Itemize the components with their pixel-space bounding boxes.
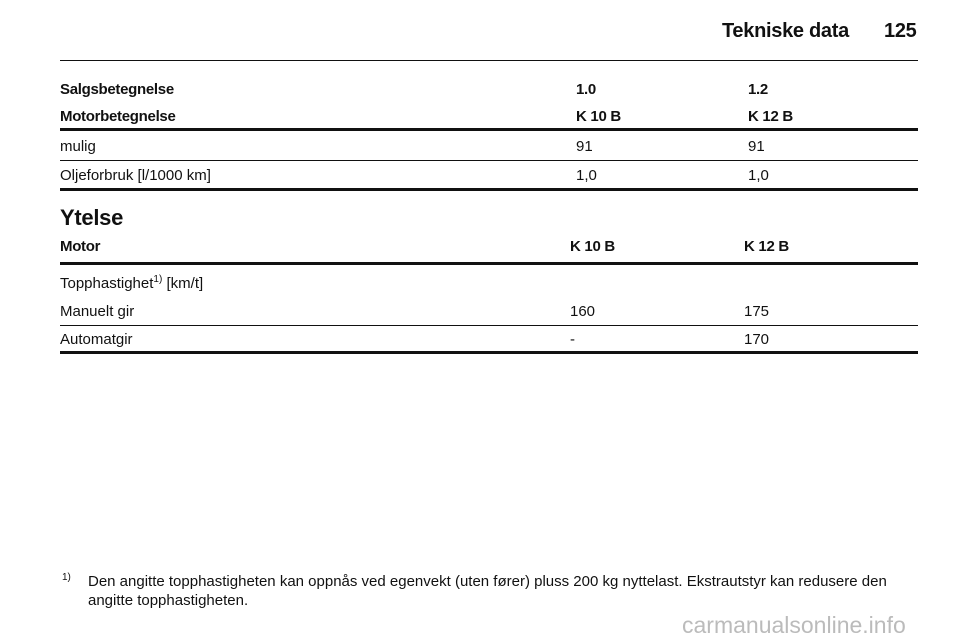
cell: K 10 B [576, 108, 621, 125]
cell: 1,0 [748, 167, 769, 184]
cell: Salgsbetegnelse [60, 81, 174, 98]
cell: K 12 B [744, 238, 789, 255]
cell: 175 [744, 303, 770, 320]
cell: - [570, 331, 575, 348]
page-number: 125 [884, 20, 917, 42]
section-title: Ytelse [60, 205, 124, 230]
cell: 160 [570, 303, 596, 320]
rule [60, 128, 918, 131]
cell: Motorbetegnelse [60, 108, 176, 125]
label: Topphastighet [60, 275, 154, 292]
cell: Automatgir [60, 331, 133, 348]
cell: 91 [576, 138, 593, 155]
watermark: carmanualsonline.info [682, 612, 906, 638]
cell: 91 [748, 138, 765, 155]
rule [60, 262, 918, 265]
rule [60, 351, 918, 354]
cell: Motor [60, 238, 101, 255]
cell: 1,0 [576, 167, 597, 184]
cell: 1.2 [748, 81, 768, 98]
footnote-mark: 1) [62, 572, 71, 583]
cell: K 10 B [570, 238, 615, 255]
cell: Manuelt gir [60, 303, 135, 320]
cell: Oljeforbruk [l/1000 km] [60, 167, 211, 184]
rule [60, 188, 918, 191]
rule [60, 160, 918, 161]
header-title: Tekniske data [722, 20, 849, 42]
unit: [km/t] [166, 275, 204, 292]
cell: K 12 B [748, 108, 793, 125]
subhead: Topphastighet1) [km/t] [60, 274, 203, 292]
footnote-text: Den angitte topphastigheten kan oppnås v… [88, 573, 887, 609]
note-mark: 1) [153, 274, 163, 285]
rule [60, 325, 918, 326]
cell: mulig [60, 138, 96, 155]
cell: 170 [744, 331, 770, 348]
cell: 1.0 [576, 81, 596, 98]
rule [60, 60, 918, 61]
